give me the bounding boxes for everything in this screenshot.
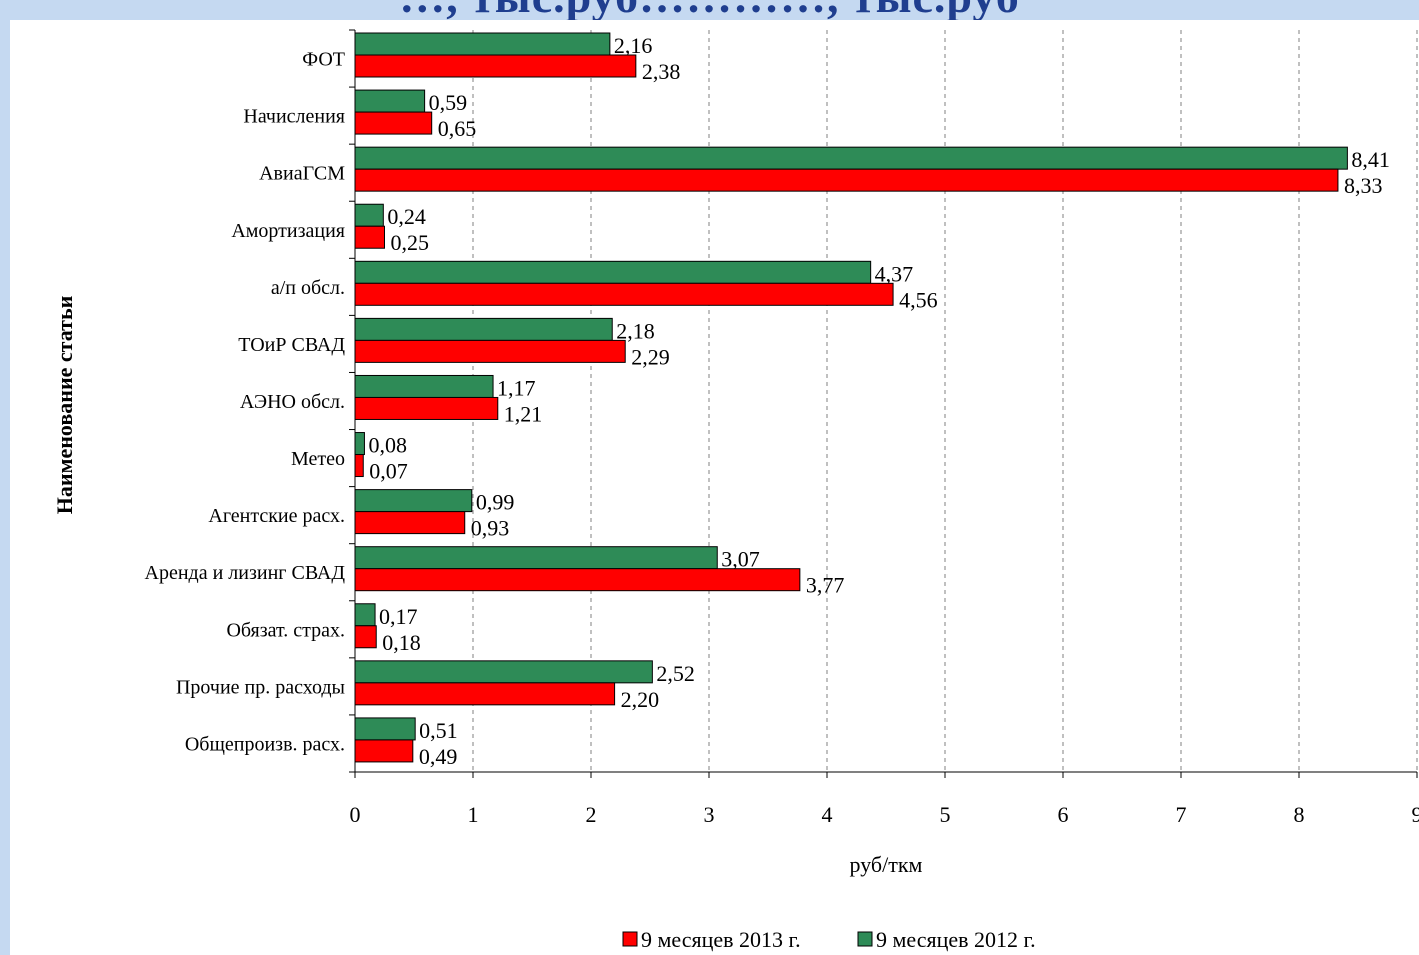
data-label-2012: 0,59: [429, 90, 468, 115]
x-tick-label: 3: [704, 802, 715, 827]
category-label: Общепроизв. расх.: [185, 733, 345, 755]
x-tick-label: 1: [468, 802, 479, 827]
y-axis-title: Наименование статьи: [52, 295, 77, 514]
data-label-2012: 0,99: [476, 490, 515, 515]
category-label: а/п обсл.: [271, 277, 345, 299]
data-label-2013: 8,33: [1344, 173, 1383, 198]
bar-2012: [354, 317, 613, 341]
legend-swatch-2013: [622, 931, 638, 947]
data-label-2013: 2,38: [642, 59, 681, 84]
category-label: АвиаГСМ: [259, 163, 345, 185]
bar-2013: [354, 396, 499, 420]
bar-2013: [354, 282, 894, 306]
bar-2012: [354, 546, 718, 570]
bar-2012: [354, 89, 426, 113]
bar-2013: [354, 625, 377, 649]
category-label: ТОиР СВАД: [238, 334, 345, 356]
x-axis-title: руб/ткм: [850, 852, 923, 877]
data-label-2013: 3,77: [806, 573, 845, 598]
bar-2013: [354, 111, 433, 135]
legend-swatch-2012: [857, 931, 873, 947]
data-label-2013: 0,07: [369, 459, 408, 484]
x-tick-label: 4: [822, 802, 833, 827]
category-label: Агентские расх.: [208, 505, 345, 527]
category-label: Начисления: [243, 106, 345, 128]
bar-2012: [354, 432, 365, 456]
category-label: ФОТ: [302, 49, 345, 71]
data-label-2012: 1,17: [497, 375, 536, 400]
bar-2012: [354, 32, 611, 56]
bar-2012: [354, 660, 653, 684]
data-label-2013: 4,56: [899, 287, 938, 312]
data-label-2012: 3,07: [721, 547, 760, 572]
x-tick-label: 2: [586, 802, 597, 827]
data-label-2012: 0,08: [368, 433, 407, 458]
data-label-2012: 2,18: [616, 318, 655, 343]
category-label: Амортизация: [231, 220, 345, 242]
category-label: Обязат. страх.: [226, 619, 345, 641]
category-label: Прочие пр. расходы: [176, 676, 345, 698]
bar-2012: [354, 146, 1348, 170]
data-label-2012: 0,51: [419, 718, 458, 743]
bar-2012: [354, 489, 473, 513]
x-tick-label: 9: [1412, 802, 1419, 827]
legend-label-2012: 9 месяцев 2012 г.: [876, 927, 1036, 952]
title-strip: …, тыс.руб…………, тыс.руб: [0, 0, 1419, 20]
slide-title: …, тыс.руб…………, тыс.руб: [0, 0, 1419, 20]
bar-2012: [354, 717, 416, 741]
x-tick-label: 0: [350, 802, 361, 827]
data-label-2013: 0,93: [471, 516, 510, 541]
data-label-2012: 0,24: [387, 204, 426, 229]
data-label-2012: 2,16: [614, 33, 653, 58]
data-label-2013: 2,29: [631, 344, 670, 369]
data-label-2013: 1,21: [504, 401, 543, 426]
data-label-2012: 0,17: [379, 604, 418, 629]
bar-2012: [354, 260, 872, 284]
chart-area: 0 1 2 3 4 5 6 7 8 9 ФОТ 2,16 2,38 Начисления 0,59 0,65 А…: [10, 20, 1419, 955]
data-label-2013: 0,49: [419, 744, 458, 769]
bar-2012: [354, 603, 376, 627]
bar-2013: [354, 739, 414, 763]
data-label-2012: 4,37: [875, 261, 914, 286]
bar-2013: [354, 454, 364, 478]
bar-2013: [354, 568, 801, 592]
x-tick-label: 7: [1176, 802, 1187, 827]
data-label-2012: 2,52: [656, 661, 695, 686]
category-label: Метео: [291, 448, 345, 470]
data-label-2013: 0,25: [391, 230, 430, 255]
bar-2013: [354, 54, 637, 78]
bar-chart: 0 1 2 3 4 5 6 7 8 9 ФОТ 2,162,38 Начисления 0,590,65 А…: [52, 29, 1419, 952]
x-tick-label: 6: [1058, 802, 1069, 827]
data-label-2012: 8,41: [1351, 147, 1390, 172]
data-label-2013: 2,20: [621, 687, 660, 712]
x-tick-label: 8: [1294, 802, 1305, 827]
bar-2013: [354, 682, 616, 706]
data-label-2013: 0,65: [438, 116, 477, 141]
bar-2013: [354, 168, 1339, 192]
legend-label-2013: 9 месяцев 2013 г.: [641, 927, 801, 952]
bar-2012: [354, 374, 494, 398]
bar-2013: [354, 511, 466, 535]
category-label: АЭНО обсл.: [240, 391, 345, 413]
data-label-2013: 0,18: [382, 630, 421, 655]
bar-2012: [354, 203, 384, 227]
category-label: Аренда и лизинг СВАД: [145, 562, 346, 584]
bar-2013: [354, 339, 626, 363]
x-tick-label: 5: [940, 802, 951, 827]
bar-2013: [354, 225, 385, 249]
